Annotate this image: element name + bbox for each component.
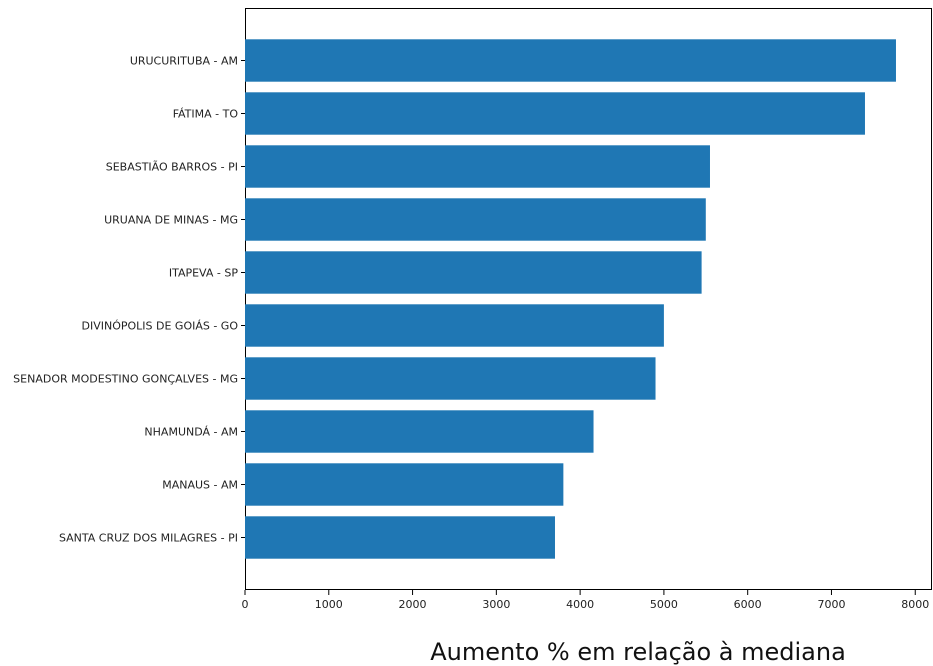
- x-tick-label: 2000: [399, 598, 427, 611]
- category-label: MANAUS - AM: [162, 479, 238, 492]
- category-labels: URUCURITUBA - AM FÁTIMA - TO SEBASTIÃO BAR…: [13, 55, 245, 545]
- category-label: SENADOR MODESTINO GONÇALVES - MG: [13, 373, 238, 386]
- bar: [245, 357, 656, 400]
- category-label: DIVINÓPOLIS DE GOIÁS - GO: [81, 320, 238, 333]
- plot-area: [245, 8, 932, 590]
- bar: [245, 304, 664, 347]
- bar: [245, 516, 555, 559]
- bar: [245, 410, 594, 453]
- bar: [245, 251, 702, 294]
- x-tick-label: 3000: [482, 598, 510, 611]
- bar: [245, 39, 896, 82]
- bar: [245, 145, 710, 188]
- category-label: SEBASTIÃO BARROS - PI: [106, 161, 238, 174]
- x-tick-label: 5000: [650, 598, 678, 611]
- category-label: NHAMUNDÁ - AM: [144, 426, 238, 439]
- x-tick-label: 6000: [734, 598, 762, 611]
- category-label: FÁTIMA - TO: [173, 108, 239, 121]
- category-label: ITAPEVA - SP: [169, 267, 239, 280]
- bar: [245, 463, 564, 506]
- category-label: SANTA CRUZ DOS MILAGRES - PI: [59, 532, 238, 545]
- category-label: URUCURITUBA - AM: [130, 55, 238, 68]
- x-tick-label: 4000: [566, 598, 594, 611]
- x-tick-label: 1000: [315, 598, 343, 611]
- bars-group: [245, 39, 896, 559]
- category-label: URUANA DE MINAS - MG: [104, 214, 238, 227]
- x-axis-label: Aumento % em relação à mediana: [430, 638, 846, 666]
- bar: [245, 198, 706, 241]
- x-tick-label: 8000: [901, 598, 929, 611]
- x-tick-label: 0: [242, 598, 249, 611]
- x-tick-label: 7000: [817, 598, 845, 611]
- bar: [245, 92, 865, 135]
- x-axis-ticks: 0 1000 2000 3000 4000 5000 6000 7000 8000: [242, 590, 929, 611]
